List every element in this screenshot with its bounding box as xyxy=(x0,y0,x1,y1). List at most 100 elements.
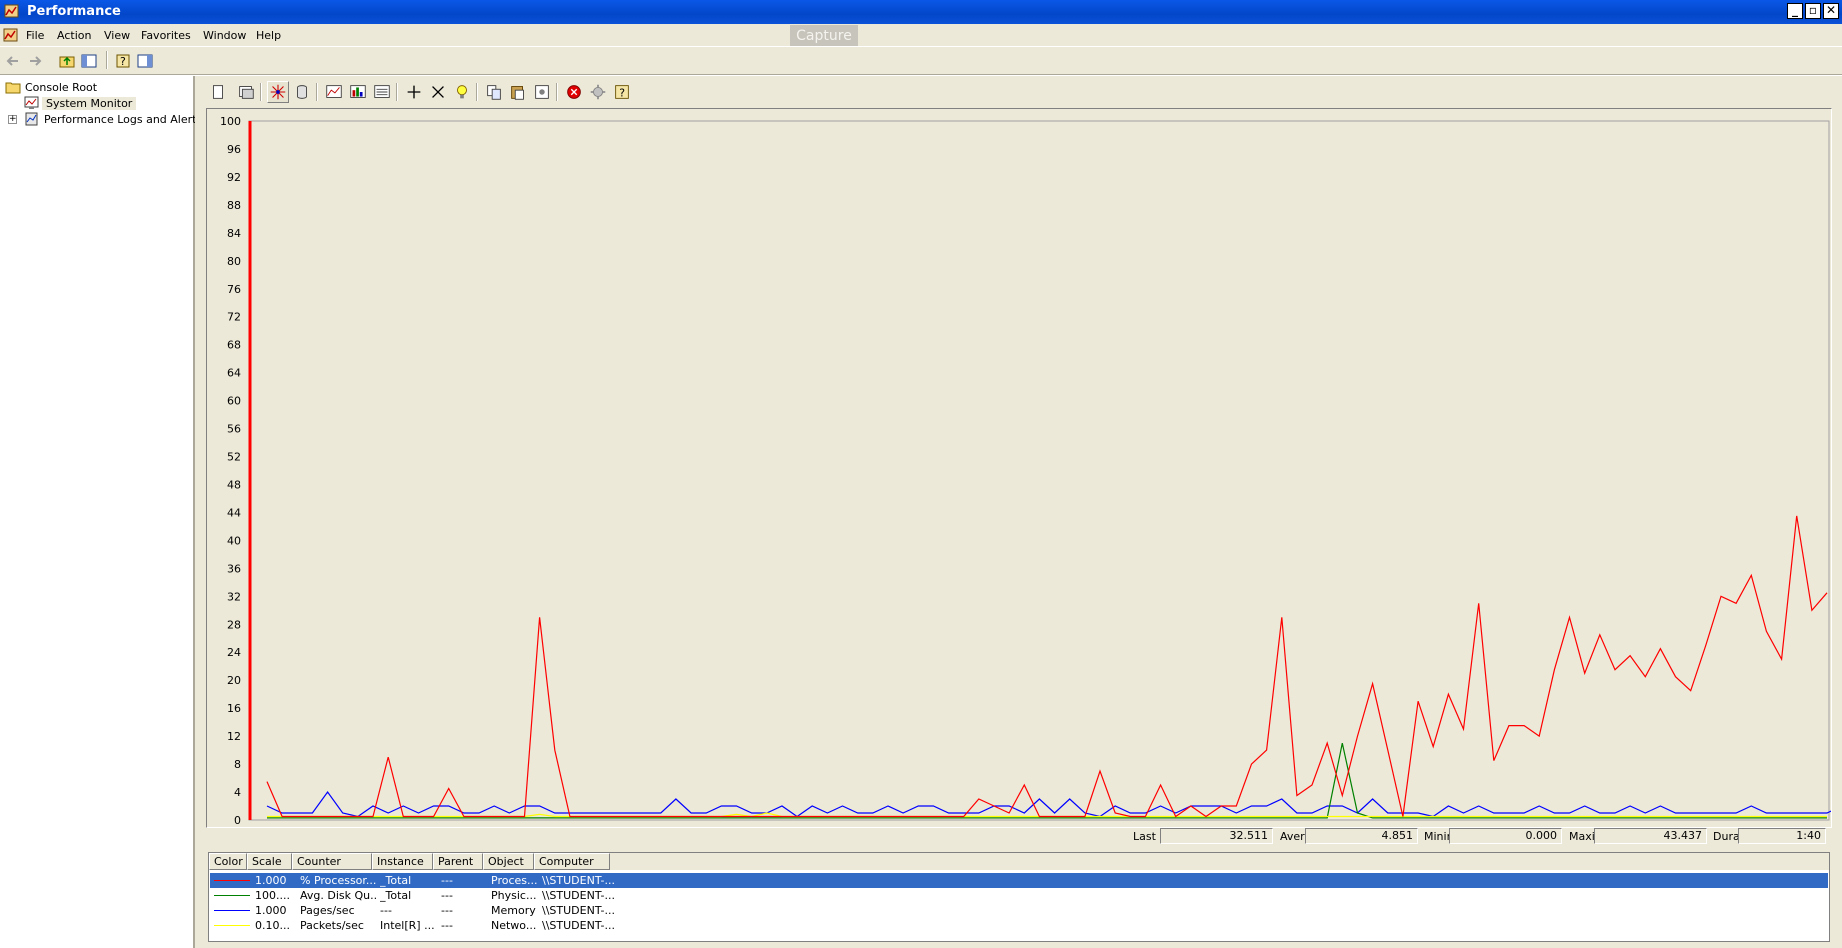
y-tick-label: 84 xyxy=(227,227,241,240)
menu-file[interactable]: File xyxy=(26,29,45,42)
help-icon[interactable]: ? xyxy=(114,52,132,70)
clear-display-icon[interactable] xyxy=(235,81,257,103)
y-tick-label: 48 xyxy=(227,478,241,491)
menu-view[interactable]: View xyxy=(104,29,131,42)
pane-splitter[interactable] xyxy=(195,76,200,948)
y-tick-label: 24 xyxy=(227,646,241,659)
tree-item-system-monitor[interactable]: System Monitor xyxy=(24,96,184,112)
y-tick-label: 32 xyxy=(227,590,241,603)
menu-action[interactable]: Action xyxy=(57,29,92,42)
view-graph-icon[interactable] xyxy=(323,81,345,103)
legend-row[interactable]: 0.10... Packets/sec Intel[R] ... --- Net… xyxy=(210,918,1828,933)
system-monitor-toolbar: ? xyxy=(206,81,1832,105)
add-counter-icon[interactable] xyxy=(403,81,425,103)
window-title: Performance xyxy=(27,4,121,19)
console-tree: Console Root System Monitor + Performanc… xyxy=(0,76,202,948)
toolbar-separator xyxy=(260,83,262,101)
column-instance[interactable]: Instance xyxy=(372,853,433,870)
y-tick-label: 44 xyxy=(227,506,241,519)
column-computer[interactable]: Computer xyxy=(534,853,610,870)
column-object[interactable]: Object xyxy=(483,853,534,870)
folder-icon xyxy=(5,82,21,94)
object-cell: Physic... xyxy=(491,889,537,902)
legend-row[interactable]: 1.000 % Processor... _Total --- Proces..… xyxy=(210,873,1828,888)
scale-cell: 100.... xyxy=(255,889,290,902)
update-data-icon[interactable] xyxy=(587,81,609,103)
menu-help[interactable]: Help xyxy=(256,29,282,42)
computer-cell: \\STUDENT-... xyxy=(542,874,615,887)
y-tick-label: 96 xyxy=(227,143,241,156)
series-line xyxy=(266,515,1828,818)
show-hide-tree-icon[interactable] xyxy=(80,52,98,70)
properties-icon[interactable] xyxy=(531,81,553,103)
paste-counter-list-icon[interactable] xyxy=(507,81,529,103)
copy-properties-icon[interactable] xyxy=(483,81,505,103)
delete-counter-icon[interactable] xyxy=(427,81,449,103)
view-current-activity-icon[interactable] xyxy=(267,81,289,103)
freeze-display-icon[interactable] xyxy=(563,81,585,103)
series-line xyxy=(266,790,1831,818)
color-swatch xyxy=(214,880,250,881)
menu-bar: File Action View Favorites Window Help _… xyxy=(0,24,1842,68)
view-log-data-icon[interactable] xyxy=(291,81,313,103)
y-tick-label: 8 xyxy=(234,758,241,771)
toolbar-separator xyxy=(396,83,398,101)
svg-text:?: ? xyxy=(619,87,625,100)
toolbar-separator xyxy=(556,83,558,101)
column-color[interactable]: Color xyxy=(209,853,247,870)
y-tick-label: 68 xyxy=(227,339,241,352)
highlight-icon[interactable] xyxy=(451,81,473,103)
duration-value: 1:40 xyxy=(1738,828,1826,844)
view-histogram-icon[interactable] xyxy=(347,81,369,103)
average-value: 4.851 xyxy=(1305,828,1418,844)
column-parent[interactable]: Parent xyxy=(433,853,483,870)
scale-cell: 1.000 xyxy=(255,904,287,917)
menu-favorites[interactable]: Favorites xyxy=(141,29,191,42)
up-folder-icon[interactable] xyxy=(58,52,76,70)
expand-plus-icon[interactable]: + xyxy=(8,114,17,124)
y-tick-label: 76 xyxy=(227,283,241,296)
restore-button[interactable]: ▫ xyxy=(1805,3,1821,19)
parent-cell: --- xyxy=(441,889,453,902)
performance-graph: 0 4 8 12 16 20 24 28 32 36 40 44 48 52 56 60 64 68 72 76 80 8… xyxy=(206,108,1832,828)
back-arrow-icon[interactable] xyxy=(4,52,22,70)
graph-canvas: 0481216202428323640444852566064687276808… xyxy=(207,109,1831,827)
show-hide-action-pane-icon[interactable] xyxy=(136,52,154,70)
y-tick-label: 80 xyxy=(227,255,241,268)
new-counter-set-icon[interactable] xyxy=(207,81,229,103)
computer-cell: \\STUDENT-... xyxy=(542,889,615,902)
system-monitor-icon xyxy=(24,96,39,109)
forward-arrow-icon[interactable] xyxy=(26,52,44,70)
y-tick-label: 36 xyxy=(227,562,241,575)
plot-area xyxy=(248,120,1830,821)
y-tick-label: 88 xyxy=(227,199,241,212)
svg-text:?: ? xyxy=(120,55,126,68)
legend-header: Color Scale Counter Instance Parent Obje… xyxy=(209,853,1829,870)
legend-row[interactable]: 1.000 Pages/sec --- --- Memory \\STUDENT… xyxy=(210,903,1828,918)
last-label: Last xyxy=(1133,830,1156,843)
parent-cell: --- xyxy=(441,904,453,917)
y-tick-label: 64 xyxy=(227,367,241,380)
counter-cell: Pages/sec xyxy=(300,904,355,917)
minimum-value: 0.000 xyxy=(1449,828,1562,844)
column-counter[interactable]: Counter xyxy=(292,853,372,870)
instance-cell: Intel[R] ... xyxy=(380,919,435,932)
instance-cell: _Total xyxy=(380,874,412,887)
object-cell: Memory xyxy=(491,904,536,917)
object-cell: Netwo... xyxy=(491,919,537,932)
sm-help-icon[interactable]: ? xyxy=(611,81,633,103)
capture-overlay[interactable]: Capture xyxy=(790,25,858,48)
y-tick-label: 20 xyxy=(227,674,241,687)
legend-row[interactable]: 100.... Avg. Disk Qu... _Total --- Physi… xyxy=(210,888,1828,903)
counter-legend: Color Scale Counter Instance Parent Obje… xyxy=(208,852,1830,942)
view-report-icon[interactable] xyxy=(371,81,393,103)
menu-window[interactable]: Window xyxy=(203,29,247,42)
close-button[interactable]: ✕ xyxy=(1823,3,1839,19)
title-bar: Performance _ ▫ ✕ xyxy=(0,0,1842,24)
series-line xyxy=(267,742,1827,819)
document-icon[interactable] xyxy=(3,27,19,43)
minimize-button[interactable]: _ xyxy=(1787,3,1803,19)
tree-item-performance-logs-alerts[interactable]: Performance Logs and Alerts xyxy=(24,112,202,128)
tree-item-console-root[interactable]: Console Root xyxy=(5,80,185,96)
column-scale[interactable]: Scale xyxy=(247,853,292,870)
